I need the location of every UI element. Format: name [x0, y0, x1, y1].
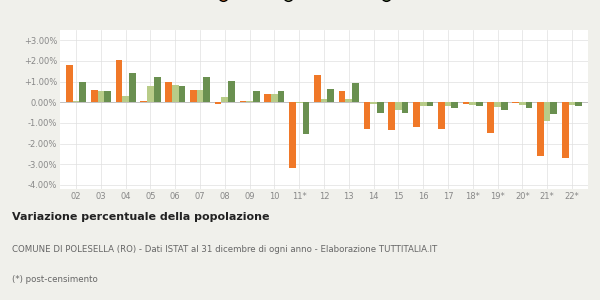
Bar	[512, 102, 519, 103]
Bar	[190, 90, 197, 102]
Bar	[328, 89, 334, 102]
Bar	[463, 102, 469, 104]
Bar	[265, 94, 271, 102]
Bar	[278, 91, 284, 102]
Bar	[569, 102, 575, 105]
Bar	[239, 101, 246, 102]
Bar	[122, 96, 129, 102]
Text: Variazione percentuale della popolazione: Variazione percentuale della popolazione	[12, 212, 269, 221]
Bar	[154, 77, 161, 102]
Bar	[370, 102, 377, 104]
Bar	[550, 102, 557, 114]
Bar	[302, 102, 309, 134]
Bar	[427, 102, 433, 106]
Bar	[487, 102, 494, 133]
Bar	[91, 90, 98, 102]
Bar	[271, 94, 278, 102]
Text: (*) post-censimento: (*) post-censimento	[12, 274, 98, 284]
Bar	[253, 91, 260, 102]
Bar	[66, 65, 73, 102]
Bar	[364, 102, 370, 129]
Bar	[296, 102, 302, 103]
Bar	[129, 74, 136, 102]
Bar	[377, 102, 383, 112]
Bar	[501, 102, 508, 110]
Bar	[445, 102, 451, 106]
Bar	[346, 99, 352, 102]
Bar	[289, 102, 296, 168]
Bar	[246, 101, 253, 102]
Bar	[339, 91, 346, 102]
Bar	[544, 102, 550, 121]
Bar	[420, 102, 427, 106]
Bar	[172, 85, 179, 102]
Bar	[413, 102, 420, 127]
Bar	[575, 102, 582, 106]
Bar	[140, 101, 147, 102]
Bar	[438, 102, 445, 129]
Bar	[203, 77, 210, 102]
Bar	[165, 82, 172, 102]
Bar	[526, 102, 532, 109]
Bar	[73, 101, 79, 102]
Bar	[451, 102, 458, 109]
Text: COMUNE DI POLESELLA (RO) - Dati ISTAT al 31 dicembre di ogni anno - Elaborazione: COMUNE DI POLESELLA (RO) - Dati ISTAT al…	[12, 244, 437, 253]
Bar	[215, 102, 221, 104]
Bar	[562, 102, 569, 158]
Bar	[519, 102, 526, 105]
Bar	[179, 86, 185, 102]
Bar	[228, 81, 235, 102]
Bar	[469, 102, 476, 105]
Bar	[320, 99, 328, 102]
Bar	[476, 102, 483, 106]
Bar	[537, 102, 544, 156]
Bar	[147, 86, 154, 102]
Bar	[98, 91, 104, 102]
Bar	[314, 75, 320, 102]
Bar	[116, 60, 122, 102]
Bar	[388, 102, 395, 130]
Bar	[494, 102, 501, 107]
Bar	[104, 91, 111, 102]
Bar	[395, 102, 402, 110]
Bar	[352, 83, 359, 102]
Legend: Polesella, Provincia di RO, Veneto: Polesella, Provincia di RO, Veneto	[217, 0, 431, 6]
Bar	[79, 82, 86, 102]
Bar	[221, 97, 228, 102]
Bar	[197, 90, 203, 102]
Bar	[402, 102, 409, 112]
